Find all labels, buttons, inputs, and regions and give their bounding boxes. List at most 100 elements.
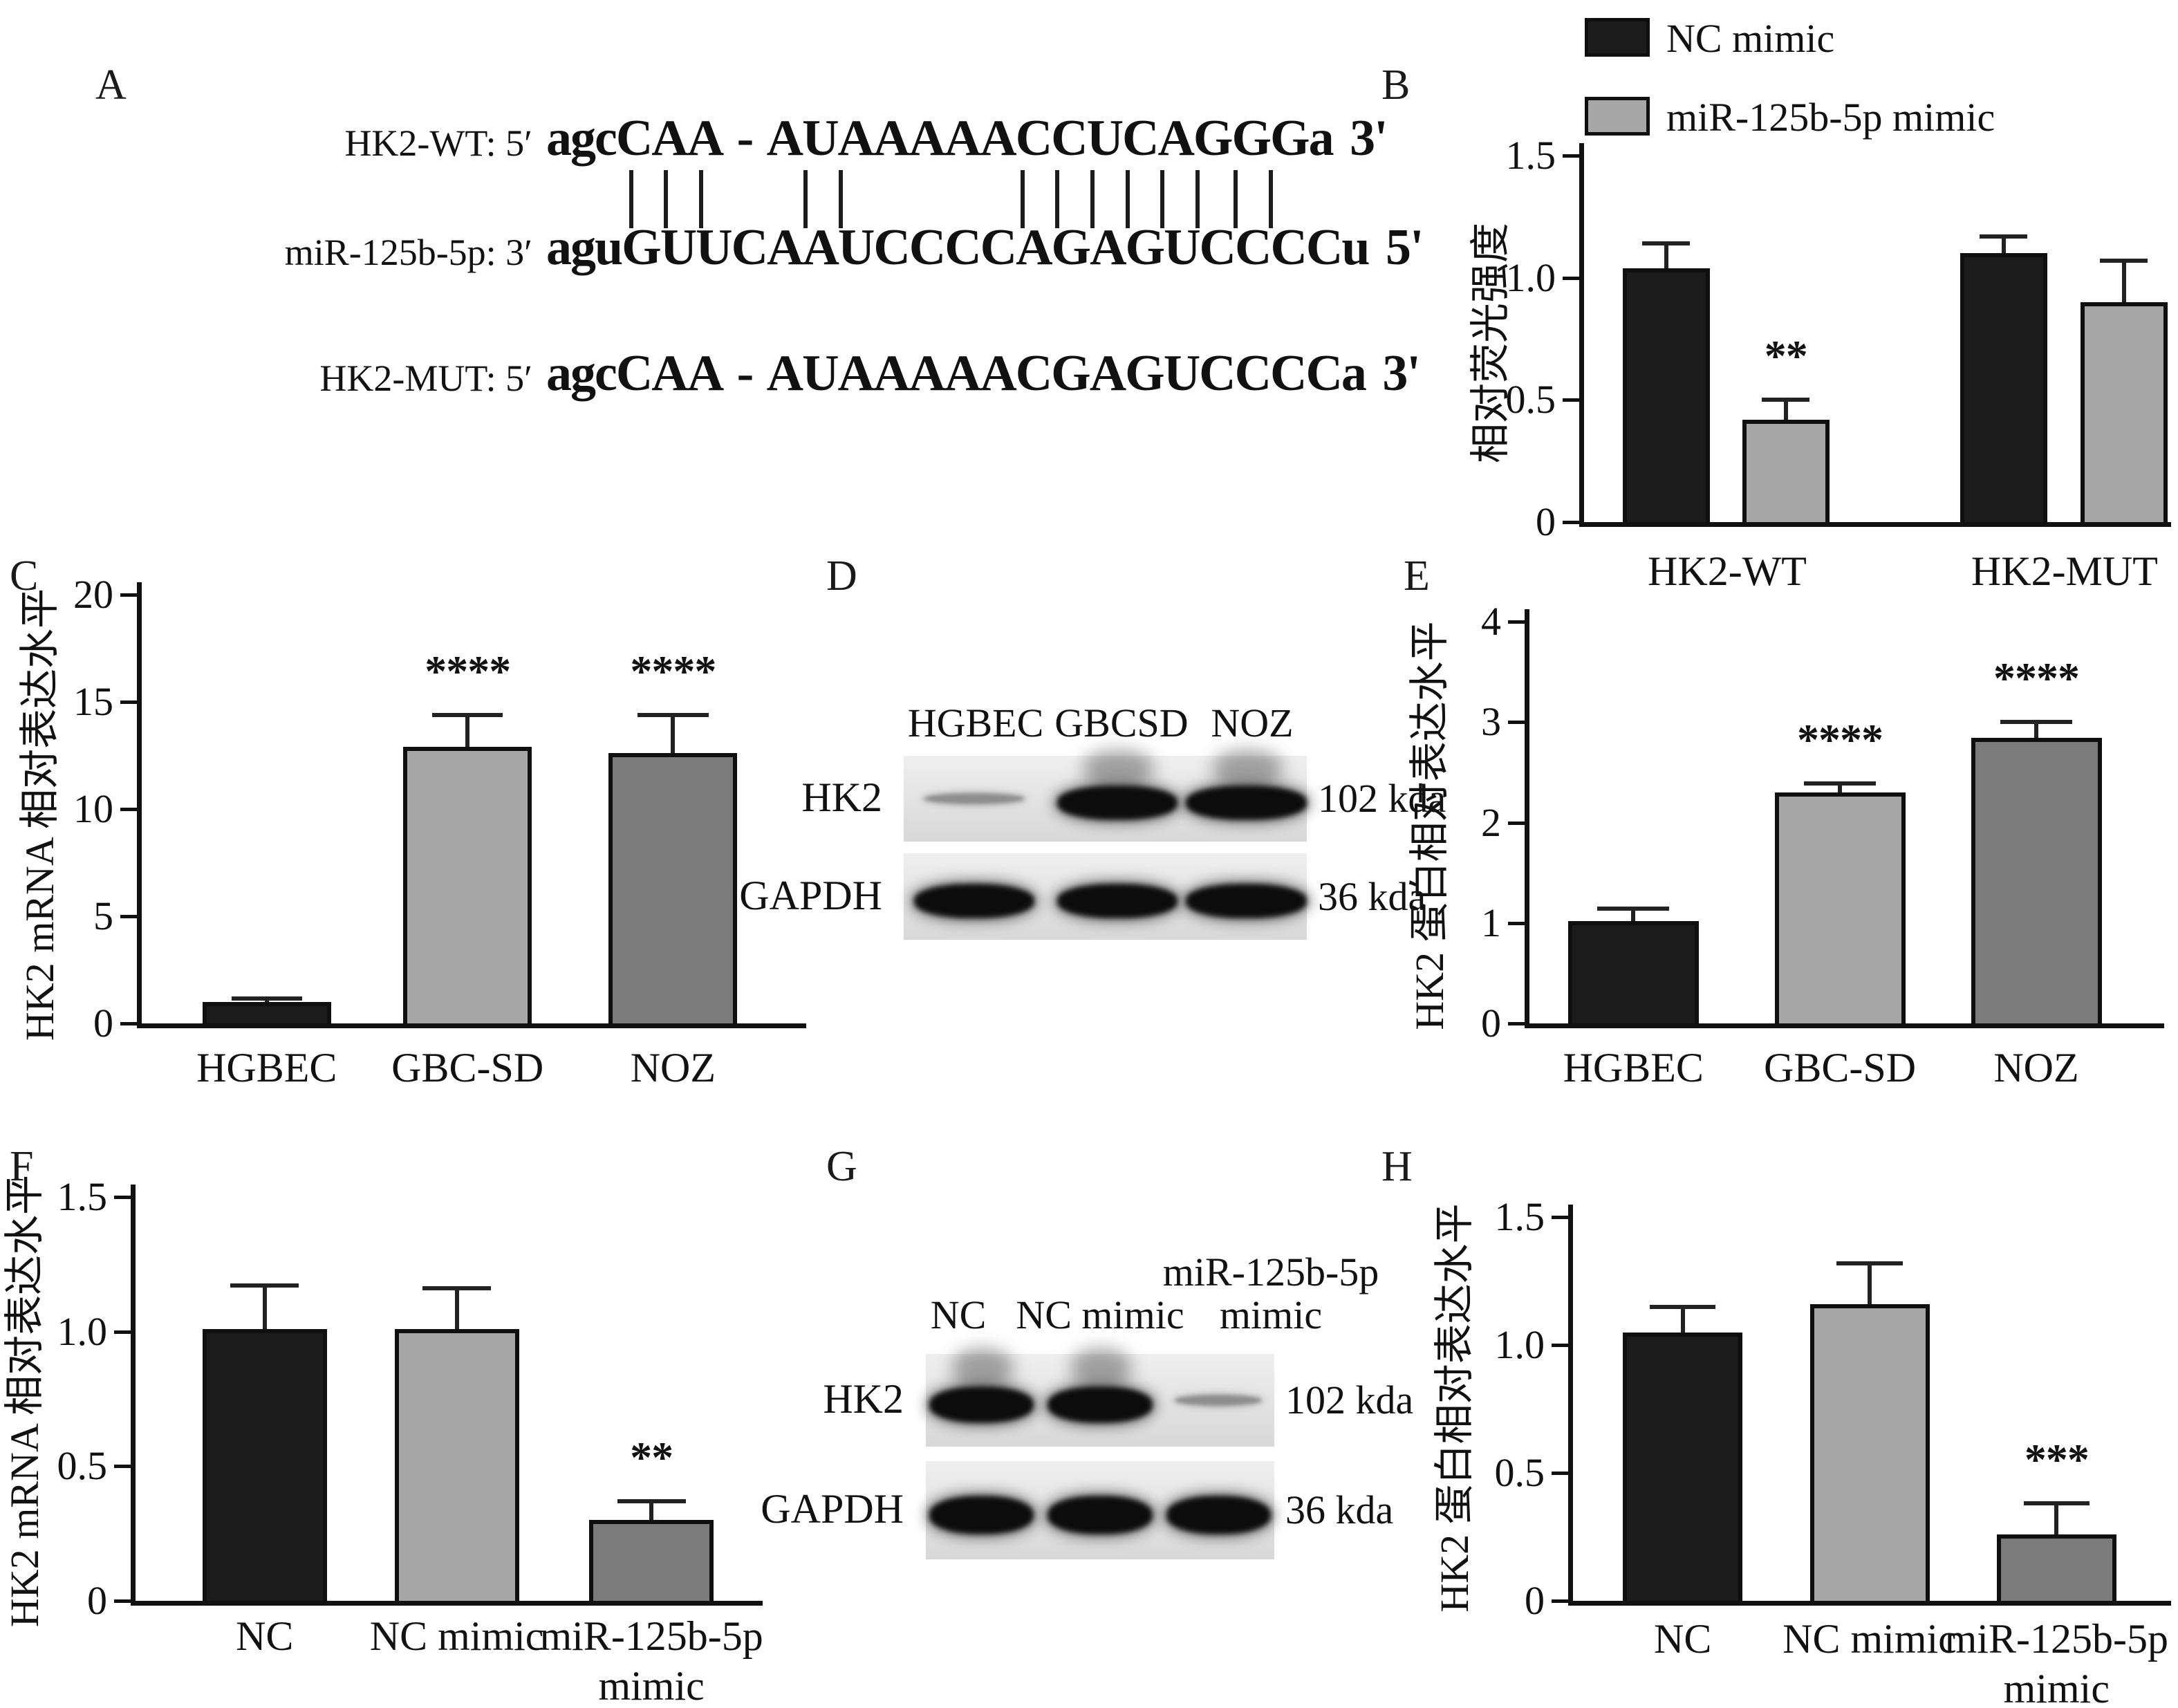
significance-stars: *** — [2024, 1435, 2089, 1485]
category-label: HK2-WT — [1648, 548, 1807, 594]
bar-NC mimic — [1809, 1303, 1930, 1601]
bar-HK2-MUT-NC mimic — [1960, 253, 2047, 522]
pairing-bar — [1160, 170, 1164, 228]
blot-band-strong — [1057, 786, 1178, 820]
legend-swatch — [1585, 97, 1650, 136]
lane-label: NOZ — [1211, 700, 1294, 745]
panel-label-d: D — [826, 553, 857, 600]
significance-stars: **** — [1993, 653, 2080, 703]
molecular-weight-label: 36 kda — [1318, 873, 1426, 919]
pairing-bar — [1269, 170, 1273, 228]
lane-label: mimic — [1219, 1292, 1323, 1337]
panel-label-b: B — [1381, 62, 1411, 109]
bar-miR-125b-5p — [589, 1520, 714, 1601]
category-label: NC mimic — [369, 1613, 544, 1659]
band-smudge — [952, 1347, 1013, 1389]
y-axis — [1525, 609, 1529, 1023]
category-label: GBC-SD — [391, 1045, 544, 1090]
error-bar-cap — [1642, 241, 1691, 246]
bar-HGBEC — [202, 1002, 331, 1023]
error-bar-line — [454, 1288, 459, 1329]
y-tick-label: 3 — [1481, 699, 1501, 745]
pairing-bar — [839, 170, 843, 228]
y-tick-mark — [1563, 276, 1579, 280]
y-tick-mark — [120, 700, 137, 704]
bar-miR-125b-5p — [1996, 1534, 2116, 1601]
y-tick-label: 0 — [1525, 1578, 1545, 1623]
blot-band-strong — [1048, 1495, 1153, 1535]
protein-label: HK2 — [801, 774, 882, 820]
x-axis — [137, 1023, 806, 1028]
error-bar-cap — [617, 1498, 686, 1503]
base-pairing-marks — [546, 170, 1334, 228]
bar-HK2-WT-miR-125b-5p mimic — [1742, 419, 1830, 522]
category-label: GBC-SD — [1763, 1045, 1917, 1090]
y-tick-mark — [114, 1465, 131, 1469]
y-tick-label: 15 — [73, 679, 113, 724]
pairing-bar — [699, 170, 703, 228]
error-bar-cap — [1980, 234, 2028, 239]
blot-band-strong — [1057, 883, 1178, 918]
pairing-bar — [1055, 170, 1059, 228]
y-axis-label: HK2 mRNA 相对表达水平 — [17, 588, 62, 1041]
error-bar-cap — [1836, 1261, 1903, 1265]
pairing-bar — [1234, 170, 1238, 228]
panel-label-f: F — [10, 1143, 34, 1190]
y-axis-label: HK2 蛋白相对表达水平 — [1407, 621, 1452, 1030]
error-bar-cap — [1762, 398, 1810, 402]
y-tick-mark — [1552, 1216, 1568, 1219]
panel-label-c: C — [10, 553, 39, 600]
y-tick-label: 1 — [1481, 900, 1501, 945]
significance-stars: ** — [630, 1432, 673, 1482]
error-bar-line — [2121, 260, 2126, 302]
legend-label: NC mimic — [1666, 16, 1835, 61]
y-tick-label: 0 — [1481, 1001, 1501, 1046]
y-tick-mark — [120, 915, 137, 918]
y-tick-label: 20 — [73, 572, 113, 617]
bar-NOZ — [1971, 738, 2102, 1023]
bar-HK2-WT-NC mimic — [1622, 268, 1710, 522]
category-label: HGBEC — [196, 1045, 337, 1090]
error-bar-line — [1783, 400, 1788, 420]
error-bar-line — [2054, 1503, 2059, 1534]
bar-GBC-SD — [403, 747, 532, 1023]
y-tick-label: 0.5 — [57, 1443, 108, 1489]
legend-label: miR-125b-5p mimic — [1666, 95, 1995, 140]
bar-GBC-SD — [1774, 792, 1906, 1023]
lane-label: NC mimic — [1016, 1292, 1184, 1337]
blot-band-strong — [913, 883, 1035, 918]
error-bar-cap — [637, 712, 709, 717]
blot-band-faint — [924, 793, 1025, 804]
y-tick-mark — [114, 1599, 131, 1603]
sequence-hk2-mut: agcCAA - AUAAAAACGAGUCCCCa 3' — [546, 345, 1421, 402]
category-label: miR-125b-5p — [539, 1613, 763, 1659]
band-smudge — [1070, 1347, 1132, 1389]
error-bar-line — [1680, 1306, 1685, 1333]
y-tick-label: 1.5 — [1494, 1194, 1545, 1239]
error-bar-line — [649, 1501, 654, 1521]
pairing-bar — [629, 170, 633, 228]
blot-band-strong — [1186, 883, 1307, 918]
error-bar-cap — [230, 1283, 299, 1288]
lane-label: NC — [930, 1292, 987, 1337]
x-axis — [131, 1601, 763, 1606]
y-tick-label: 0 — [1536, 499, 1556, 544]
y-tick-mark — [1552, 1344, 1568, 1347]
sequence-row-label: HK2-WT: 5′ — [344, 122, 532, 164]
y-tick-mark — [120, 808, 137, 811]
pairing-bar — [803, 170, 808, 228]
y-tick-mark — [1508, 620, 1525, 624]
lane-label: HGBEC — [907, 700, 1044, 745]
category-label: NOZ — [630, 1045, 716, 1090]
error-bar-line — [671, 714, 676, 754]
molecular-weight-label: 102 kda — [1285, 1377, 1414, 1422]
bar-HK2-MUT-miR-125b-5p mimic — [2080, 302, 2168, 522]
y-tick-label: 4 — [1481, 599, 1501, 644]
lane-label: GBCSD — [1054, 700, 1189, 745]
error-bar-cap — [2099, 258, 2148, 263]
molecular-weight-label: 36 kda — [1285, 1487, 1394, 1532]
bar-NC mimic — [394, 1328, 519, 1601]
pairing-bar — [1021, 170, 1025, 228]
sequence-mir-125b-5p: aguGUUCAAUCCCCAGAGUCCCCu 5' — [546, 219, 1424, 276]
protein-label: GAPDH — [761, 1486, 904, 1532]
